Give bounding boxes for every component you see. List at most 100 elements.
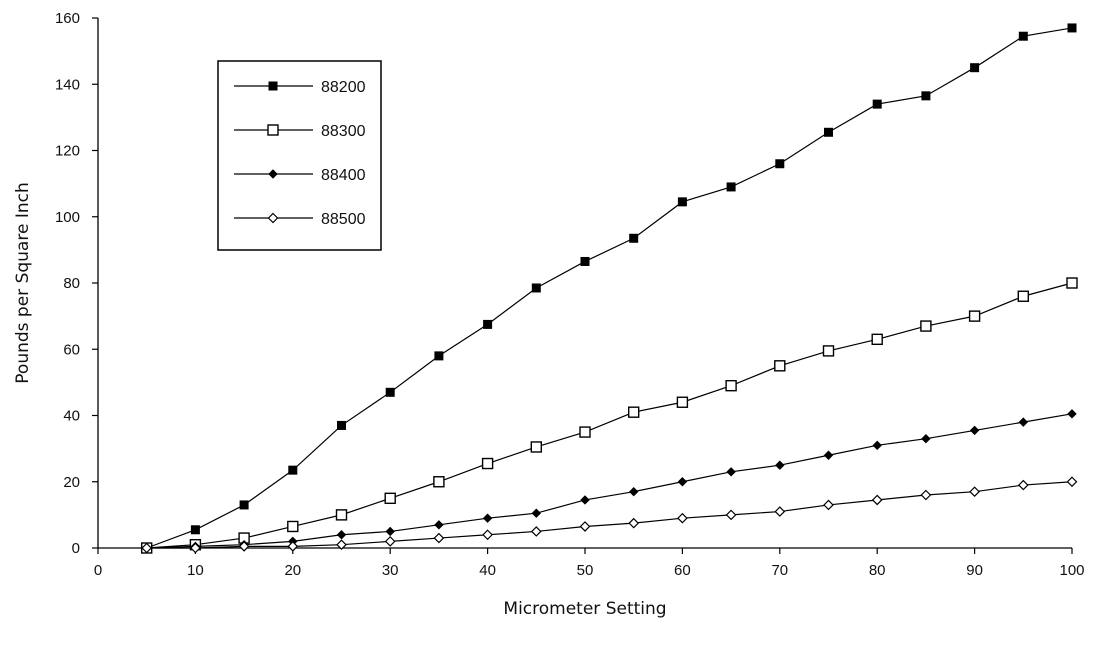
data-point	[871, 494, 883, 506]
data-point	[726, 182, 736, 192]
y-tick-label: 20	[63, 474, 80, 491]
y-tick-label: 120	[55, 143, 80, 160]
data-point	[677, 512, 688, 524]
data-point	[824, 127, 833, 137]
data-point	[677, 197, 687, 207]
data-point	[530, 441, 542, 453]
data-point	[921, 433, 931, 444]
y-tick-label: 60	[63, 341, 80, 358]
legend-marker	[267, 124, 279, 136]
data-point	[433, 532, 445, 544]
series-line	[146, 413, 1073, 549]
y-axis-title: Pounds per Square Inch	[13, 182, 33, 383]
series-88300	[140, 277, 1078, 554]
data-point	[580, 495, 590, 505]
data-point	[774, 506, 786, 517]
data-point	[483, 319, 493, 329]
data-point	[628, 486, 639, 497]
series-line	[146, 481, 1073, 549]
data-point	[676, 396, 689, 408]
legend-label: 88200	[321, 79, 366, 96]
data-point	[969, 425, 980, 436]
data-point	[677, 477, 688, 487]
data-point	[141, 542, 153, 554]
data-point	[822, 345, 835, 357]
data-point	[579, 521, 591, 532]
data-point	[337, 420, 346, 430]
data-point	[433, 476, 445, 488]
data-point	[871, 333, 883, 346]
data-point	[1067, 409, 1077, 419]
data-point	[434, 351, 444, 361]
data-point	[434, 520, 444, 530]
data-point	[482, 529, 493, 541]
data-point	[335, 509, 348, 521]
data-point	[531, 508, 542, 518]
data-point	[726, 467, 736, 477]
legend-marker	[268, 81, 278, 91]
y-tick-label: 0	[72, 540, 80, 557]
data-point	[628, 517, 640, 529]
y-tick-label: 100	[55, 209, 80, 226]
data-point	[287, 520, 299, 533]
legend-label: 88400	[321, 167, 366, 184]
data-point	[385, 526, 395, 537]
legend-item: 88200	[234, 79, 366, 96]
data-point	[1066, 277, 1078, 289]
x-tick-label: 90	[966, 562, 983, 579]
data-point	[969, 486, 980, 498]
x-tick-label: 100	[1059, 562, 1084, 579]
legend-label: 88300	[321, 123, 366, 140]
x-tick-label: 80	[869, 562, 886, 579]
data-point	[774, 360, 786, 372]
data-point	[1017, 479, 1029, 491]
x-tick-label: 40	[479, 562, 496, 579]
data-point	[775, 460, 785, 470]
data-point	[628, 406, 640, 418]
data-point	[823, 450, 834, 460]
series-line	[146, 27, 1073, 549]
y-tick-label: 40	[63, 408, 80, 425]
x-tick-label: 60	[674, 562, 691, 579]
data-point	[336, 539, 347, 551]
data-point	[872, 440, 882, 451]
data-point	[921, 91, 931, 101]
data-point	[531, 283, 541, 293]
data-point	[481, 457, 494, 470]
data-point	[629, 233, 639, 243]
data-point	[579, 426, 591, 438]
legend-item: 88400	[234, 167, 366, 184]
data-point	[775, 159, 785, 169]
data-point	[288, 465, 298, 475]
legend-marker	[267, 212, 279, 224]
data-point	[580, 256, 590, 266]
data-point	[287, 540, 299, 552]
data-point	[1018, 417, 1029, 427]
data-point	[530, 526, 542, 537]
series-88400	[141, 409, 1077, 553]
data-point	[725, 509, 737, 521]
data-point	[238, 540, 250, 552]
data-point	[970, 63, 980, 73]
data-point	[823, 499, 834, 511]
y-tick-label: 160	[55, 10, 80, 27]
data-point	[1018, 31, 1028, 41]
x-tick-label: 30	[382, 562, 399, 579]
data-point	[190, 542, 201, 554]
data-point	[1017, 290, 1029, 302]
data-point	[725, 379, 737, 392]
y-tick-label: 80	[63, 275, 80, 292]
data-point	[336, 530, 347, 540]
data-point	[968, 310, 981, 322]
series-88500	[141, 476, 1078, 554]
x-tick-label: 70	[771, 562, 788, 579]
data-point	[384, 536, 396, 547]
legend-item: 88500	[234, 211, 366, 228]
x-tick-label: 10	[187, 562, 204, 579]
y-tick-label: 140	[55, 76, 80, 93]
data-point	[385, 387, 395, 397]
data-point	[1067, 23, 1077, 33]
data-point	[872, 99, 882, 109]
x-axis-title: Micrometer Setting	[503, 599, 666, 619]
